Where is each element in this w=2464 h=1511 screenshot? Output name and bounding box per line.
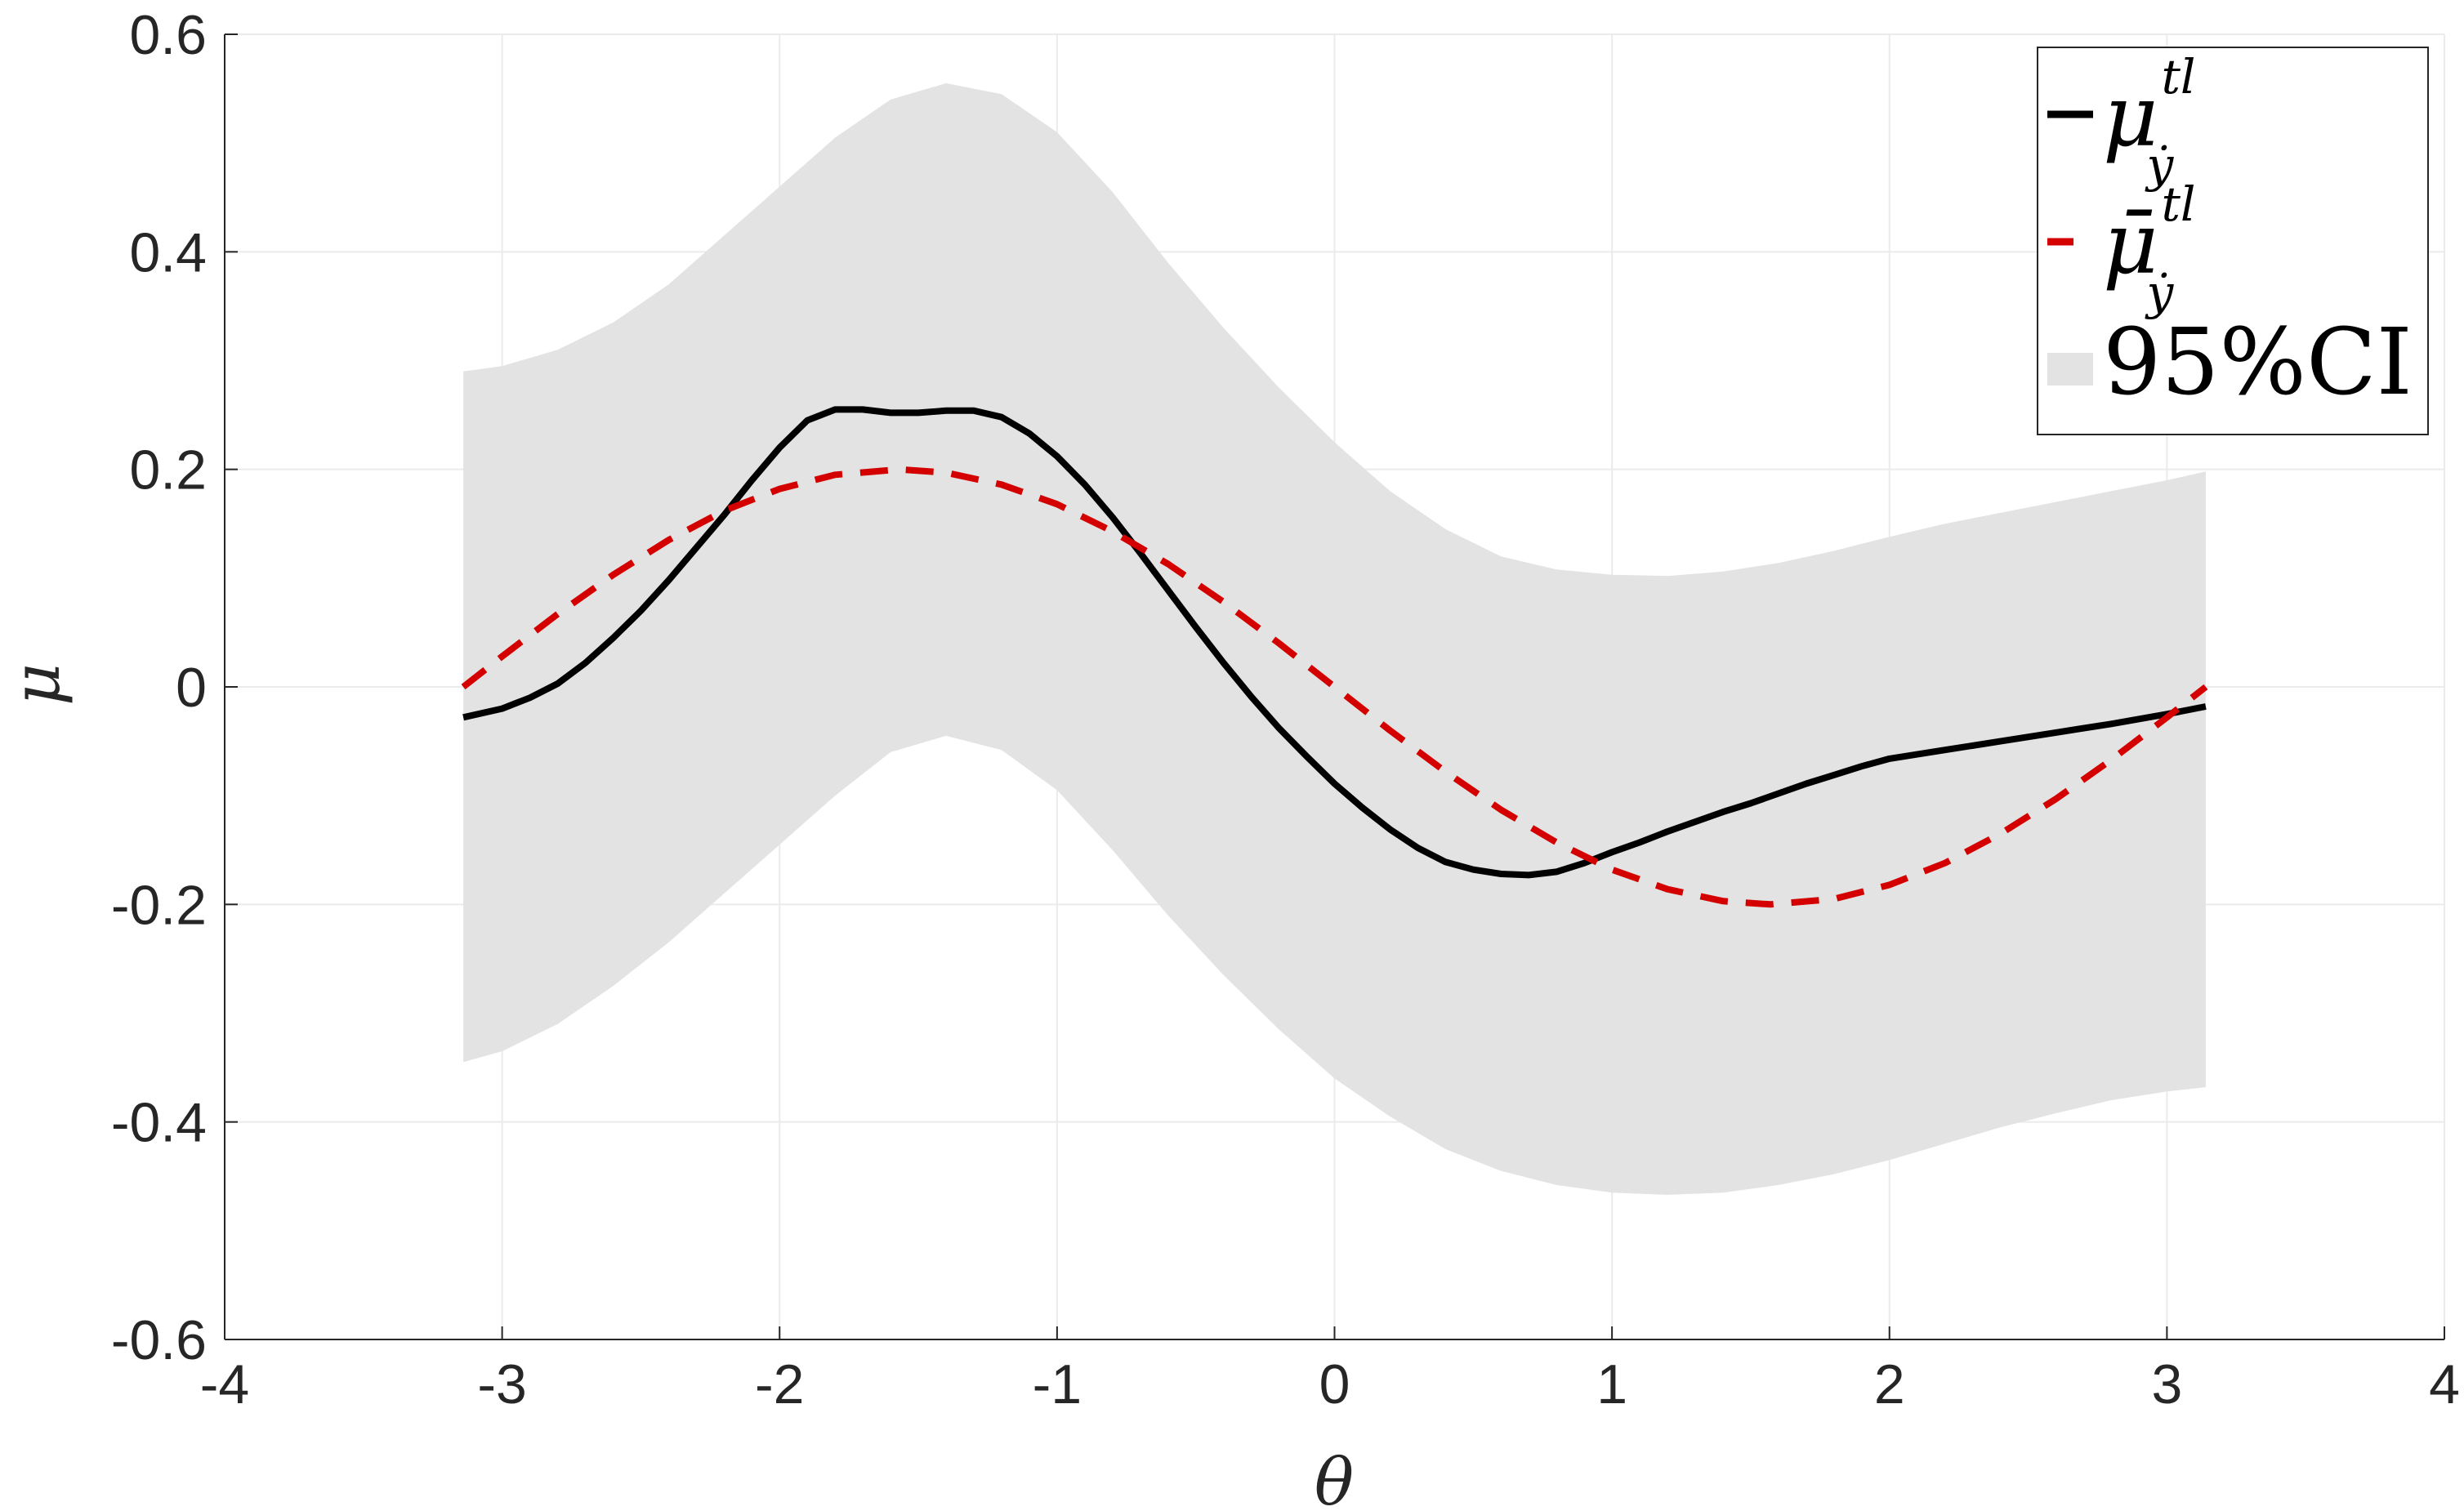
legend-ci-swatch bbox=[2047, 353, 2093, 386]
y-tick-label: 0 bbox=[176, 657, 207, 719]
y-tick-label: -0.4 bbox=[111, 1092, 207, 1154]
x-tick-label: 0 bbox=[1319, 1353, 1350, 1415]
confidence-band bbox=[463, 82, 2206, 1195]
x-tick-label: 1 bbox=[1596, 1353, 1627, 1415]
x-tick-label: -1 bbox=[1033, 1353, 1082, 1415]
y-axis-label: μ bbox=[0, 663, 74, 706]
x-axis-label: θ bbox=[1315, 1444, 1354, 1511]
legend-mubar-label: μ̄tl ẏ bbox=[2103, 176, 2195, 320]
legend-box bbox=[2037, 47, 2429, 435]
series-mubar-line bbox=[461, 466, 2208, 908]
x-tick-label: 3 bbox=[2151, 1353, 2182, 1415]
x-tick-label: 2 bbox=[1874, 1353, 1905, 1415]
y-tick-label: 0.6 bbox=[129, 4, 207, 66]
x-tick-label: -3 bbox=[477, 1353, 526, 1415]
x-tick-label: -2 bbox=[755, 1353, 804, 1415]
legend-mu-label: μtl ẏ bbox=[2103, 49, 2195, 193]
y-tick-label: 0.2 bbox=[129, 439, 207, 501]
series-lines bbox=[461, 406, 2208, 908]
legend: μtl ẏ μ̄tl ẏ 95%CI bbox=[2037, 47, 2429, 435]
y-tick-label: 0.4 bbox=[129, 221, 207, 283]
x-tick-label: 4 bbox=[2429, 1353, 2460, 1415]
y-tick-label: -0.6 bbox=[111, 1309, 207, 1371]
y-tick-label: -0.2 bbox=[111, 874, 207, 936]
axes bbox=[224, 33, 2445, 1340]
tick-labels: -4 -3 -2 -1 0 1 2 3 4 -0.6 -0.4 -0.2 0 0.2 0.4 0.6 bbox=[111, 4, 2460, 1415]
x-tick-label: -4 bbox=[200, 1353, 249, 1415]
confidence-band-group bbox=[463, 82, 2206, 1195]
legend-ci-label: 95%CI bbox=[2103, 310, 2413, 416]
series-mu-line bbox=[462, 406, 2207, 879]
